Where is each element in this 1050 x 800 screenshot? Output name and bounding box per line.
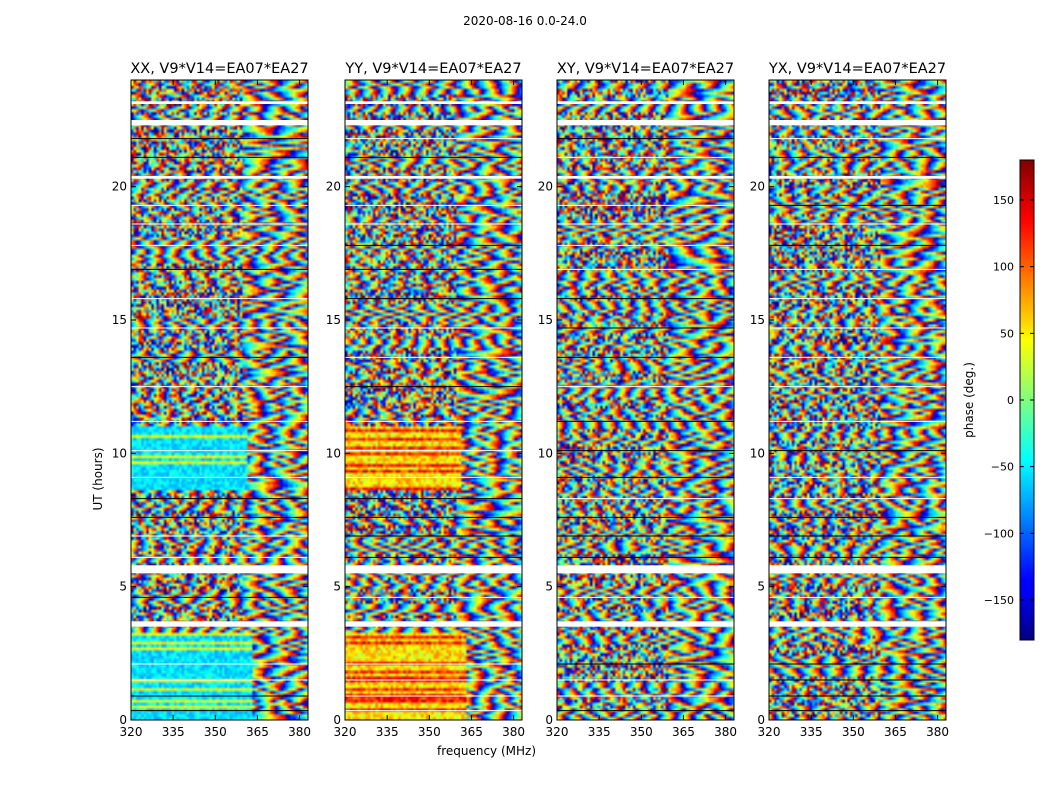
y-tick-label: 15 — [112, 313, 127, 327]
x-axis-label: frequency (MHz) — [437, 744, 536, 758]
phase-raster — [769, 80, 946, 720]
panel-3: XY, V9*V14=EA07*EA27 320 335 350 365 380 0 5 10 1… — [538, 61, 737, 739]
x-tick-label: 365 — [246, 725, 269, 739]
axes-frame — [556, 79, 735, 721]
panel-2: YY, V9*V14=EA07*EA27 320 335 350 365 380 0 5 10 1… — [326, 61, 536, 758]
flagged-gap — [131, 120, 308, 126]
y-axis-label: UT (hours) — [91, 447, 105, 510]
flagged-gap — [769, 101, 946, 104]
y-tick-label: 10 — [112, 446, 127, 460]
y-tick-label: 20 — [750, 180, 765, 194]
x-tick-label: 320 — [546, 725, 569, 739]
phase-raster — [345, 80, 522, 720]
x-tick-label: 320 — [758, 725, 781, 739]
flagged-gap — [769, 120, 946, 126]
flagged-gap — [131, 565, 308, 574]
y-tick-label: 5 — [119, 580, 127, 594]
flagged-gap — [345, 621, 522, 627]
y-tick-label: 0 — [757, 713, 765, 727]
panel-1: XX, V9*V14=EA07*EA27 320 335 350 365 380 0 5 10 1… — [91, 61, 311, 739]
panel-title: XX, V9*V14=EA07*EA27 — [130, 61, 308, 77]
axes-frame — [344, 79, 523, 721]
x-tick-label: 380 — [926, 725, 949, 739]
axes-frame — [768, 79, 947, 721]
flagged-gap — [557, 101, 734, 104]
y-tick-label: 5 — [545, 580, 553, 594]
y-tick-label: 5 — [757, 580, 765, 594]
flagged-gap — [345, 176, 522, 179]
y-tick-label: 10 — [326, 446, 341, 460]
y-tick-label: 15 — [326, 313, 341, 327]
phase-raster — [131, 80, 308, 720]
y-tick-label: 20 — [326, 180, 341, 194]
x-tick-label: 350 — [204, 725, 227, 739]
flagged-gap — [557, 621, 734, 627]
colorbar: 150 100 50 0 −50 −100 −150 phase (deg.) — [962, 159, 1035, 641]
y-tick-label: 0 — [333, 713, 341, 727]
colorbar-tick-label: −100 — [984, 527, 1014, 540]
y-tick-label: 20 — [112, 180, 127, 194]
flagged-gap — [345, 565, 522, 574]
axes-frame — [130, 79, 309, 721]
panel-title: XY, V9*V14=EA07*EA27 — [557, 61, 734, 77]
flagged-gap — [131, 176, 308, 179]
x-tick-label: 380 — [288, 725, 311, 739]
x-tick-label: 320 — [120, 725, 143, 739]
colorbar-tick-label: −50 — [991, 461, 1014, 474]
x-tick-label: 350 — [418, 725, 441, 739]
x-tick-label: 350 — [630, 725, 653, 739]
flagged-gap — [557, 176, 734, 179]
x-tick-label: 335 — [376, 725, 399, 739]
flagged-gap — [557, 565, 734, 574]
x-tick-label: 365 — [672, 725, 695, 739]
colorbar-tick-label: 150 — [993, 194, 1014, 207]
x-tick-label: 350 — [842, 725, 865, 739]
flagged-gap — [769, 565, 946, 574]
panel-4: YX, V9*V14=EA07*EA27 320 335 350 365 380 0 5 10 1… — [750, 61, 949, 739]
flagged-gap — [769, 176, 946, 179]
x-tick-label: 320 — [334, 725, 357, 739]
flagged-gap — [345, 101, 522, 104]
flagged-gap — [557, 120, 734, 126]
x-tick-label: 335 — [588, 725, 611, 739]
y-tick-label: 5 — [333, 580, 341, 594]
flagged-gap — [131, 101, 308, 104]
colorbar-tick-label: 100 — [993, 261, 1014, 274]
x-tick-label: 365 — [884, 725, 907, 739]
x-tick-label: 335 — [162, 725, 185, 739]
x-tick-label: 335 — [800, 725, 823, 739]
y-tick-label: 0 — [545, 713, 553, 727]
panel-title: YY, V9*V14=EA07*EA27 — [344, 61, 521, 77]
figure-suptitle: 2020-08-16 0.0-24.0 — [463, 14, 587, 28]
y-tick-label: 0 — [119, 713, 127, 727]
colorbar-label: phase (deg.) — [962, 362, 976, 438]
x-tick-label: 365 — [460, 725, 483, 739]
y-tick-label: 10 — [750, 446, 765, 460]
colorbar-tick-label: −150 — [984, 594, 1014, 607]
y-tick-label: 15 — [538, 313, 553, 327]
panel-title: YX, V9*V14=EA07*EA27 — [768, 61, 946, 77]
x-tick-label: 380 — [502, 725, 525, 739]
x-tick-label: 380 — [714, 725, 737, 739]
y-tick-label: 20 — [538, 180, 553, 194]
phase-raster — [557, 80, 734, 720]
flagged-gap — [131, 621, 308, 627]
flagged-gap — [769, 621, 946, 627]
flagged-gap — [345, 120, 522, 126]
colorbar-tick-label: 50 — [1000, 327, 1014, 340]
y-tick-label: 10 — [538, 446, 553, 460]
y-tick-label: 15 — [750, 313, 765, 327]
colorbar-tick-label: 0 — [1007, 394, 1014, 407]
